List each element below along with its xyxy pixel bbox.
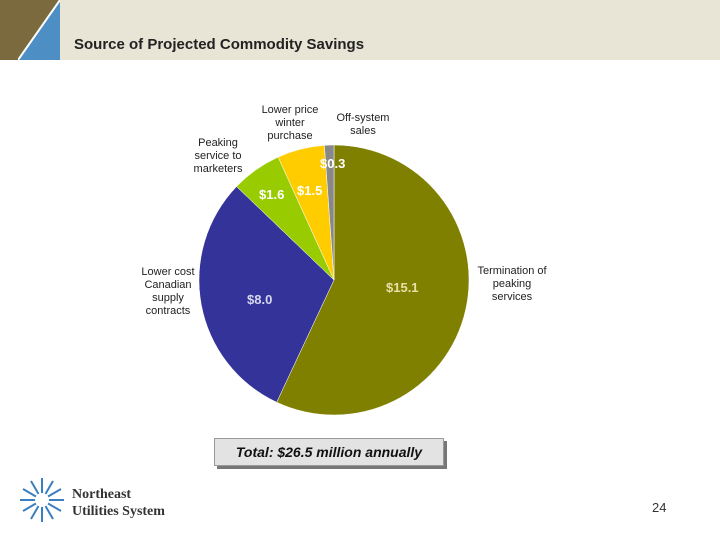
slide-title: Source of Projected Commodity Savings — [74, 36, 365, 53]
label-termination: Termination of peaking services — [477, 265, 547, 303]
label-offsystem: Off-system sales — [336, 112, 390, 137]
logo-line2: Utilities System — [72, 504, 165, 519]
slice-offsystem — [324, 144, 335, 281]
page-number: 24 — [652, 500, 667, 515]
header-accent-mark — [18, 0, 60, 60]
label-canadian: Lower cost Canadian supply contracts — [141, 266, 195, 317]
logo-text: Northeast Utilities System — [72, 486, 165, 520]
value-peaking: $1.6 — [259, 187, 285, 202]
slice-termination — [276, 144, 470, 416]
label-winter: Lower price winter purchase — [261, 104, 319, 142]
value-canadian: $8.0 — [247, 292, 273, 307]
total-label: Total: $26.5 million annually — [235, 444, 423, 460]
value-winter: $1.5 — [297, 183, 323, 198]
total-box: Total: $26.5 million annually — [214, 438, 444, 466]
header-bar — [0, 0, 720, 60]
company-logo — [18, 476, 66, 529]
slice-canadian — [198, 186, 335, 403]
header-accent — [0, 0, 60, 60]
label-peaking: Peaking service to marketers — [193, 137, 243, 175]
value-offsystem: $0.3 — [320, 156, 346, 171]
sunburst-logo-icon — [20, 478, 64, 522]
logo-line1: Northeast — [72, 487, 132, 502]
value-termination: $15.1 — [386, 280, 419, 295]
